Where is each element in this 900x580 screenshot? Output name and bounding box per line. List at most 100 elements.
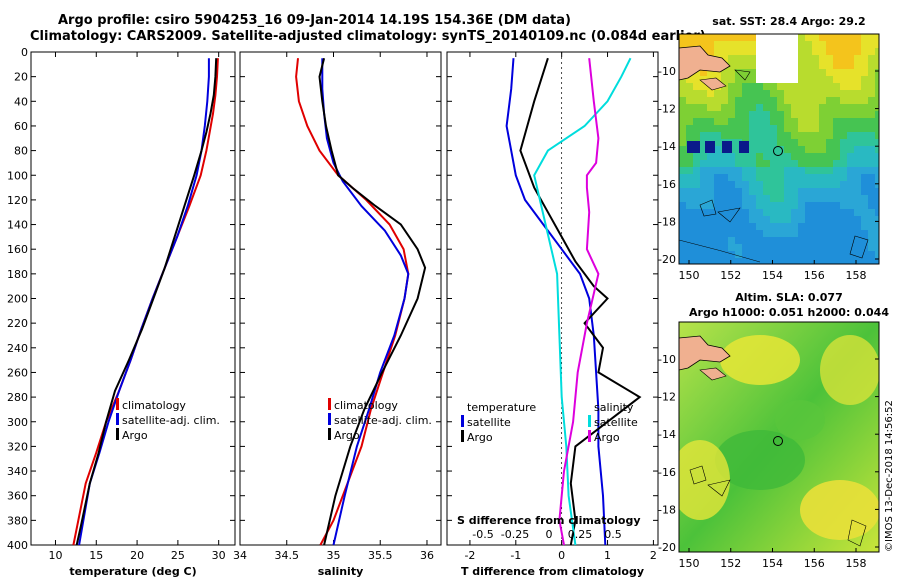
sst-cell [875,258,879,264]
map-x-tick-label: 154 [762,269,783,282]
sst-cell [840,223,847,230]
sst-cell [728,104,735,111]
y-tick-label: 340 [7,465,28,478]
sst-cell [819,146,826,153]
sst-cell [735,258,742,264]
sst-cell [875,104,879,111]
sst-cell [798,125,805,132]
sst-cell [833,118,840,125]
sst-cell [777,209,784,216]
sst-cell [707,258,714,264]
sst-cell [784,244,791,251]
sst-cell [679,230,686,237]
x-tick-label: 15 [89,549,103,562]
sst-cell [721,230,728,237]
sst-cell [749,216,756,223]
sst-cell [819,251,826,258]
sst-cell [805,167,812,174]
sst-cell [833,209,840,216]
sst-cell [819,174,826,181]
sst-cell [847,139,854,146]
sst-cell [784,223,791,230]
sst-cell [707,153,714,160]
sst-cell [833,34,840,41]
sst-cell [756,167,763,174]
sst-cell [714,69,721,76]
sst-cell [735,55,742,62]
sst-cell [679,216,686,223]
sst-cell [868,97,875,104]
y-tick-label: 40 [14,95,28,108]
sst-cell [735,48,742,55]
y-tick-label: 160 [7,243,28,256]
sst-cell [819,90,826,97]
sst-cell [700,41,707,48]
sst-cell [798,111,805,118]
sst-cell [735,111,742,118]
sst-cell [840,174,847,181]
sst-cell [770,202,777,209]
sst-cell [791,188,798,195]
sst-cell [812,34,819,41]
sst-cell [714,237,721,244]
sst-cell [805,83,812,90]
legend-label-t-argo: Argo [467,431,493,444]
sst-cell [812,188,819,195]
y-tick-label: 0 [21,46,28,59]
sst-cell [686,223,693,230]
sst-cell [728,223,735,230]
sst-cell [875,90,879,97]
sst-cell [826,62,833,69]
sst-coastlines [679,45,869,263]
sst-cell [679,153,686,160]
sst-cell [693,167,700,174]
sst-cell [700,209,707,216]
sst-cell [686,90,693,97]
sst-cell [861,202,868,209]
sst-cell [728,181,735,188]
sst-cell [791,41,798,48]
sst-cell [833,188,840,195]
sst-cell [686,195,693,202]
sst-cell [777,104,784,111]
sst-cell [742,174,749,181]
sst-cell [826,237,833,244]
sst-cell [763,90,770,97]
sst-cell [735,244,742,251]
sst-cell [770,111,777,118]
sst-cell [749,104,756,111]
sst-cell [707,216,714,223]
sst-cell [861,146,868,153]
sst-cell [728,83,735,90]
sst-cell [784,181,791,188]
sst-cell [763,167,770,174]
sst-cell [868,34,875,41]
sst-cell [714,48,721,55]
sst-cell [728,62,735,69]
sst-cell [861,111,868,118]
sst-cell [854,160,861,167]
sst-cell [812,69,819,76]
sst-cell [777,202,784,209]
sst-cell [875,48,879,55]
sst-cell [763,237,770,244]
sst-cell [819,223,826,230]
sst-cell [784,139,791,146]
sst-cell [742,167,749,174]
sst-cell [847,62,854,69]
sst-cell [742,188,749,195]
sst-cell [784,41,791,48]
sst-cell [770,251,777,258]
sst-cell [784,258,791,264]
sst-cell [770,139,777,146]
sst-cell [721,41,728,48]
sst-cell [840,244,847,251]
sst-cell [749,48,756,55]
sst-cell [770,188,777,195]
sst-cell [679,202,686,209]
sst-cell [868,181,875,188]
sst-cell [805,139,812,146]
sst-cell [721,34,728,41]
y-tick-label: 240 [7,342,28,355]
sst-cell [742,244,749,251]
